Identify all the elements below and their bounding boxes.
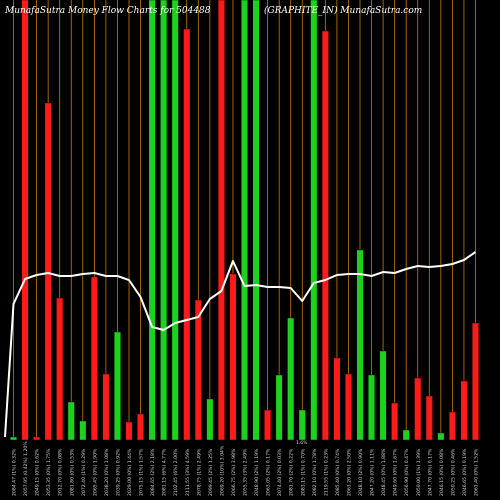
bar-up: [368, 374, 375, 441]
x-tick-label: 2081.15 (6%) 4.77%: [162, 448, 168, 496]
x-tick-label: 2063.05 (2%) 0.17%: [266, 448, 272, 496]
x-tick-label: 2050.25 (0%) 0.46%: [450, 448, 456, 496]
x-tick-label: 2102.45 (6%) 2.00%: [173, 448, 179, 496]
bar-down: [229, 273, 237, 441]
bar-down: [137, 413, 145, 441]
bar-down: [333, 357, 341, 441]
x-tick-label: 2063.20 (0%) 2.50%: [346, 448, 352, 496]
line-series: [4, 251, 477, 438]
bar-up: [310, 0, 318, 441]
bar-down: [414, 377, 422, 441]
bar-down: [90, 276, 98, 441]
bar-down: [345, 373, 352, 441]
bar-up: [298, 409, 306, 441]
x-tick-label: 2065.45 (0%) 1.90%: [92, 448, 98, 496]
bar-down: [460, 380, 468, 441]
x-tick-label: 2047.20 (0%) 1.11%: [370, 448, 376, 496]
x-tick-label: 2084.47 (1%) 0.32%: [12, 448, 18, 496]
bar-down: [44, 102, 52, 441]
x-tick-label: 2081.80 (0%) 0.53%: [69, 448, 75, 496]
bar-up: [148, 0, 156, 441]
x-tick-labels: 2084.47 (1%) 0.32% 2057.95 (0.42%) 1.20% 2…: [12, 441, 480, 496]
x-tick-label: 2038.20 (0%) 1.08%: [104, 448, 110, 496]
bar-up: [10, 436, 17, 441]
x-tick-label: 2039.25 (0%) 0.92%: [115, 448, 121, 496]
x-tick-label: 2048.10 (2%) 0.90%: [358, 448, 364, 496]
bar-up: [113, 331, 121, 441]
bar-up: [275, 374, 283, 441]
bar-down: [391, 402, 399, 441]
x-tick-label: 2111.55 (3%) 4.59%: [185, 448, 191, 496]
x-tick-label: 2084.65 (2%) 2.18%: [150, 448, 156, 496]
x-tick-label: 2069.20 (10%) 3.04%: [219, 445, 225, 496]
x-tick-label: 2078.75 (1%) 2.49%: [196, 448, 202, 496]
x-tick-label: 2048.90 (2%) 1.19%: [254, 448, 260, 496]
x-tick-label: 2061.40 (0%) 1.52%: [474, 448, 480, 496]
bar-down: [102, 373, 110, 441]
x-tick-label: 2056.90 (0%) 0.47%: [404, 448, 410, 496]
bar-up: [437, 432, 445, 441]
bar-up: [206, 398, 214, 441]
x-tick-label: 2057.95 (0.42%) 1.20%: [23, 441, 29, 496]
bar-series: [10, 0, 479, 441]
bar-down: [472, 322, 479, 441]
x-tick-label: 2066.75 (2%) 3.98%: [231, 448, 237, 496]
bar-down: [125, 421, 133, 441]
bar-down: [217, 0, 225, 441]
chart-subtitle: (GRAPHITE_IN) MunafaSutra.com: [264, 5, 422, 16]
x-tick-label: 2074.40 (2%) 0.03%: [277, 448, 283, 496]
bar-down: [194, 299, 202, 441]
price-change-label: 1.6%: [296, 440, 308, 446]
bar-up: [402, 429, 410, 441]
x-tick-label: 2075.15 (1%) 1.57%: [139, 448, 145, 496]
bar-down: [21, 0, 29, 441]
x-tick-label: 2053.35 (0%) 1.75%: [46, 448, 52, 496]
x-tick-label: 2081.70 (2%) 0.22%: [289, 448, 295, 496]
bar-down: [56, 297, 64, 441]
x-tick-label: 2029.00 (0%) 1.44%: [127, 448, 133, 496]
bar-up: [79, 420, 87, 441]
x-tick-label: 2050.00 (1%) 1.39%: [416, 448, 422, 496]
x-tick-label: 2048.45 (0%) 1.88%: [381, 448, 387, 496]
x-tick-label: 2055.35 (3%) 2.49%: [243, 448, 249, 496]
bar-up: [241, 0, 248, 441]
bar-down: [33, 436, 41, 441]
bar-up: [356, 249, 364, 441]
x-tick-label: 2082.10 (0%) 1.78%: [312, 448, 318, 496]
bar-up: [171, 0, 179, 441]
x-tick-label: 2047.70 (0%) 0.17%: [427, 448, 433, 496]
bar-up: [287, 317, 295, 441]
x-tick-label: 2085.40 (0%) 0.74%: [335, 448, 341, 496]
bar-down: [321, 30, 329, 441]
bar-down: [183, 28, 191, 441]
bar-up: [252, 0, 260, 441]
bar-up: [67, 401, 75, 441]
x-tick-label: 2046.15 (0%) 0.08%: [439, 448, 445, 496]
bar-up: [379, 350, 387, 441]
bar-down: [264, 409, 272, 441]
bar-down: [425, 395, 433, 441]
x-tick-label: 2119.55 (1%) 0.23%: [323, 448, 329, 496]
bar-down: [448, 411, 456, 441]
bar-up: [160, 0, 168, 441]
x-tick-label: 2012.70 (0%) 0.08%: [58, 448, 64, 496]
x-tick-label: 2099.45 (2%) 1.25%: [208, 448, 214, 496]
x-tick-label: 2049.60 (0%) 1.67%: [393, 448, 399, 496]
x-tick-label: 2046.65 (0%) 0.19%: [462, 448, 468, 496]
x-tick-label: 2049.15 (0%) 0.62%: [35, 448, 41, 496]
x-tick-label: 2072.40 (1%) 0.29%: [81, 448, 87, 496]
chart-title: MunafaSutra Money Flow Charts for 504488: [4, 6, 211, 16]
x-tick-label: 2083.15 (1%) 0.70%: [300, 448, 306, 496]
money-flow-line: [4, 251, 477, 438]
